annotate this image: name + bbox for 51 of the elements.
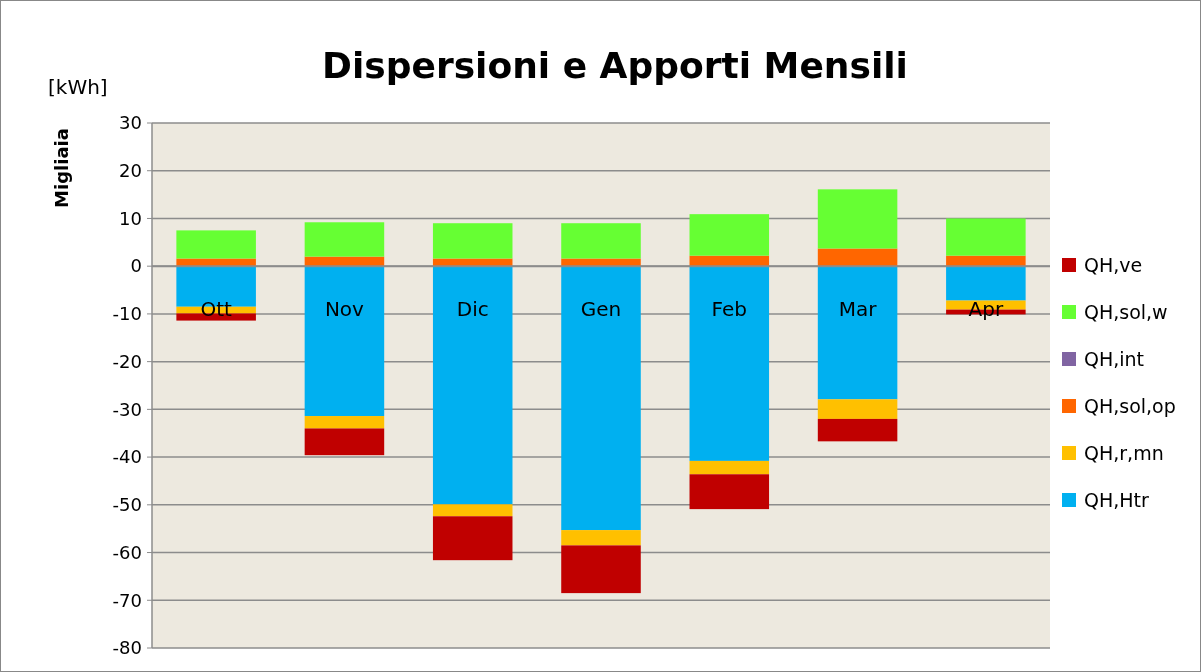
bar [689,266,770,461]
legend-label: QH,Htr [1084,488,1150,511]
y-tick-label: -50 [112,494,142,516]
x-tick-label: Apr [968,297,1004,322]
text: [kWh] [48,75,108,99]
legend-label: QH,ve [1084,253,1143,276]
bar [432,504,513,517]
bar [689,460,770,475]
y-tick-label: -60 [112,541,142,563]
bar [817,248,898,267]
x-tick-label: Gen [580,297,622,322]
bar [432,223,513,259]
bar [946,218,1026,256]
y-tick-label: 0 [130,255,142,277]
bar [304,416,385,429]
y-tick-label: 20 [119,160,142,182]
bar [432,266,513,505]
x-tick-label: Nov [324,297,365,322]
y-tick-label: -40 [112,446,142,468]
bar [561,266,641,531]
x-tick-label: Dic [456,297,489,322]
legend-label: QH,r,mn [1084,441,1164,464]
y-tick-label: -80 [112,637,142,659]
bar [817,399,898,419]
bar [689,214,770,256]
legend-label: QH,int [1084,347,1145,370]
bar [561,545,641,594]
bar [176,230,256,259]
y-axis-title: Migliaia [51,128,72,208]
y-tick-label: 10 [119,207,142,229]
bar [689,474,770,510]
x-tick-label: Mar [838,297,878,322]
y-tick-label: -70 [112,589,142,611]
y-tick-label: -20 [112,350,142,372]
bar [304,222,385,257]
bar [432,516,513,561]
bar [946,266,1026,301]
bar [561,530,641,546]
x-tick-label: Feb [711,297,747,322]
y-tick-label: -10 [112,303,142,325]
bar [304,266,385,417]
y-tick-label: 30 [119,112,142,134]
bar [817,266,898,400]
legend-label: QH,sol,op [1084,394,1176,417]
bar [304,428,385,456]
legend-label: QH,sol,w [1084,300,1168,323]
y-tick-label: -30 [112,398,142,420]
bar [817,418,898,442]
chart-title: Dispersioni e Apporti Mensili [322,45,908,86]
bar [561,223,641,259]
bar [817,189,898,249]
